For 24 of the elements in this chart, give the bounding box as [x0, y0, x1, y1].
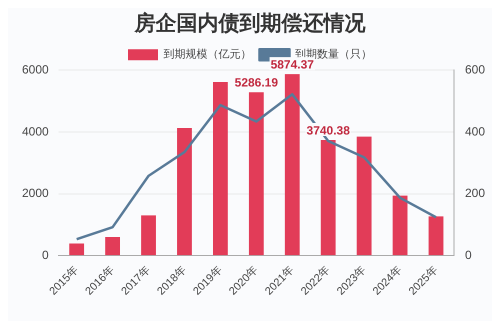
y2-tick-label: 400: [464, 124, 486, 138]
bar: [141, 215, 156, 256]
y-tick-label: 6000: [22, 62, 50, 77]
y-tick-label: 0: [42, 248, 50, 262]
y2-tick-label: 600: [464, 62, 486, 77]
y-tick-label: 2000: [22, 186, 50, 200]
y2-tick-label: 200: [464, 186, 486, 200]
bar: [428, 216, 444, 256]
legend-label: 到期规模（亿元）: [164, 48, 252, 61]
bar: [177, 128, 192, 256]
y-tick-label: 4000: [22, 124, 50, 138]
chart-title: 房企国内债到期偿还情况: [134, 11, 366, 36]
bar: [248, 92, 264, 256]
bar: [105, 237, 120, 256]
bar: [356, 136, 372, 256]
bar: [284, 74, 300, 256]
bar: [212, 82, 228, 256]
data-label: 5874.37: [270, 57, 314, 72]
bar: [392, 196, 408, 256]
data-label: 3740.38: [306, 123, 350, 138]
bar: [69, 244, 84, 256]
data-label: 5286.19: [234, 76, 278, 90]
y2-tick-label: 0: [464, 248, 472, 262]
bar: [320, 140, 336, 256]
